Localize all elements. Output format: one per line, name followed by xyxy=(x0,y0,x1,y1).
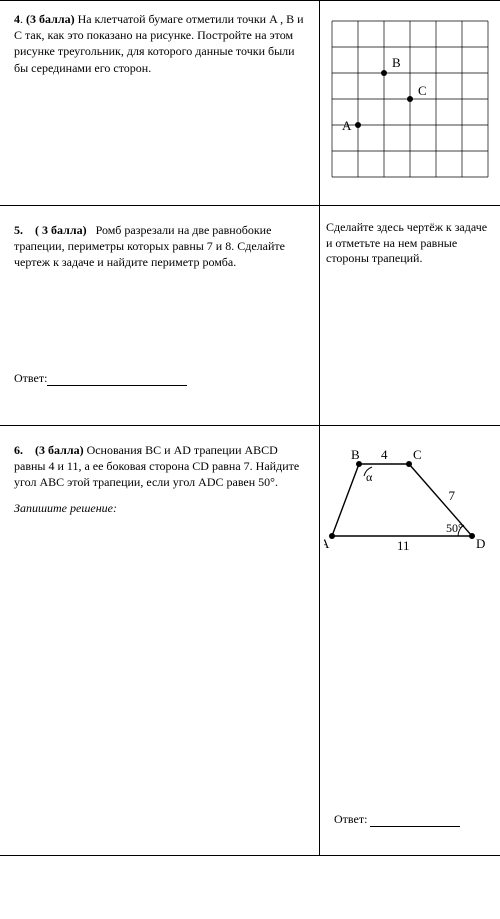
problem-4-figure-cell: A B C xyxy=(320,1,500,205)
problem-points: (3 балла) xyxy=(35,443,84,457)
problem-5-paragraph: 5. ( 3 балла) Ромб разрезали на две равн… xyxy=(14,222,309,271)
drawing-instruction: Сделайте здесь чертёж к задаче и отметьт… xyxy=(326,220,494,267)
problem-number: 6. xyxy=(14,443,23,457)
svg-text:4: 4 xyxy=(381,447,388,462)
problem-6-text-cell: 6. (3 балла) Основания BC и AD трапеции … xyxy=(0,426,320,855)
svg-text:A: A xyxy=(324,536,330,551)
write-solution-label: Запишите решение: xyxy=(14,501,309,516)
problem-5-drawing-cell: Сделайте здесь чертёж к задаче и отметьт… xyxy=(320,206,500,425)
svg-text:α: α xyxy=(366,470,373,484)
problem-4-row: 4. (3 балла) На клетчатой бумаге отметил… xyxy=(0,0,500,206)
svg-text:B: B xyxy=(351,447,360,462)
answer-label: Ответ: xyxy=(14,371,47,385)
svg-text:C: C xyxy=(418,83,427,98)
answer-blank xyxy=(47,374,187,386)
svg-text:D: D xyxy=(476,536,485,551)
problem-5-text-cell: 5. ( 3 балла) Ромб разрезали на две равн… xyxy=(0,206,320,425)
answer-blank xyxy=(370,815,460,827)
svg-text:C: C xyxy=(413,447,422,462)
svg-text:A: A xyxy=(342,118,352,133)
problem-points: (3 балла) xyxy=(26,12,75,26)
problem-5-row: 5. ( 3 балла) Ромб разрезали на две равн… xyxy=(0,206,500,426)
answer-label: Ответ: xyxy=(334,812,367,826)
worksheet: 4. (3 балла) На клетчатой бумаге отметил… xyxy=(0,0,500,856)
svg-text:7: 7 xyxy=(449,488,456,503)
grid-figure: A B C xyxy=(324,9,494,197)
problem-6-figure-cell: ABCD471150°α Ответ: xyxy=(320,426,500,855)
problem-6-row: 6. (3 балла) Основания BC и AD трапеции … xyxy=(0,426,500,856)
problem-points: ( 3 балла) xyxy=(35,223,87,237)
trapezoid-figure: ABCD471150°α xyxy=(324,444,494,584)
svg-text:11: 11 xyxy=(397,538,410,553)
problem-6-paragraph: 6. (3 балла) Основания BC и AD трапеции … xyxy=(14,442,309,491)
svg-text:B: B xyxy=(392,55,401,70)
answer-row: Ответ: xyxy=(14,371,309,386)
problem-number: 5. xyxy=(14,223,23,237)
answer-row: Ответ: xyxy=(334,812,496,827)
problem-4-paragraph: 4. (3 балла) На клетчатой бумаге отметил… xyxy=(14,11,309,76)
problem-4-text-cell: 4. (3 балла) На клетчатой бумаге отметил… xyxy=(0,1,320,205)
